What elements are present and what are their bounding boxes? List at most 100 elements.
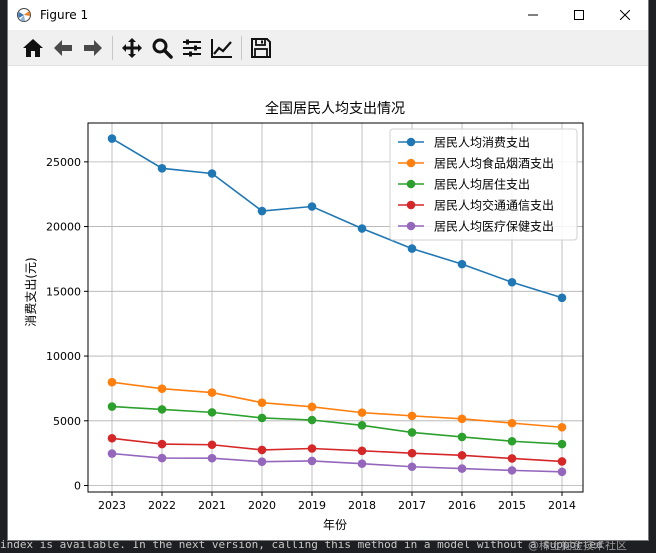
series-line: [111, 437, 563, 463]
data-point: [407, 462, 417, 472]
y-axis-label: 消费支出(元): [24, 257, 38, 326]
data-point: [207, 388, 217, 397]
x-tick-label: 2015: [498, 499, 526, 512]
data-point: [257, 398, 267, 407]
series-line: [111, 137, 563, 299]
data-point: [507, 277, 517, 287]
maximize-icon: [574, 10, 584, 20]
data-point: [357, 408, 367, 417]
matplotlib-app-icon: [17, 8, 31, 22]
figure-canvas[interactable]: 全国居民人均支出情况 2023 2022 2021 2020 2019 2018 2017 2…: [8, 66, 648, 540]
series-layer: [107, 134, 567, 477]
y-tick-label: 10000: [46, 350, 81, 363]
legend-entry: 居民人均食品烟酒支出: [398, 156, 554, 171]
x-tick-label: 2021: [198, 499, 226, 512]
y-tick-label: 15000: [46, 285, 81, 298]
data-point: [407, 428, 417, 437]
data-point: [457, 432, 467, 442]
subplots-button[interactable]: [177, 33, 207, 63]
data-point: [457, 451, 467, 460]
legend-entry: 居民人均医疗保健支出: [398, 220, 554, 234]
series: [107, 377, 567, 432]
data-point: [457, 259, 467, 269]
data-point: [407, 244, 417, 253]
edit-axis-icon: [211, 38, 232, 58]
data-point: [257, 445, 267, 455]
data-point: [457, 414, 467, 424]
axes: 2023 2022 2021 2020 2019 2018 2017 2016 2015 2014…: [46, 122, 584, 512]
window-title: Figure 1: [40, 8, 89, 22]
data-point: [107, 377, 117, 387]
legend-marker: [406, 179, 416, 189]
legend-entry: 居民人均交通通信支出: [398, 198, 554, 213]
data-point: [557, 457, 567, 466]
data-point: [207, 440, 217, 450]
legend-label: 居民人均居住支出: [434, 178, 530, 192]
legend-marker: [406, 137, 416, 147]
forward-button[interactable]: [78, 33, 108, 63]
save-icon: [251, 37, 271, 58]
data-point: [257, 413, 267, 423]
legend-label: 居民人均交通通信支出: [434, 198, 554, 213]
legend-label: 居民人均食品烟酒支出: [434, 156, 554, 171]
background-console-text: index is available. In the next version,…: [0, 538, 603, 551]
y-tick-label: 20000: [46, 221, 81, 234]
data-point: [257, 206, 267, 216]
close-icon: [620, 10, 630, 20]
save-button[interactable]: [246, 33, 276, 63]
x-tick-label: 2014: [548, 499, 576, 512]
data-point: [357, 224, 367, 233]
axes-frame: [87, 122, 584, 493]
pan-icon: [122, 37, 142, 58]
data-point: [357, 421, 367, 430]
x-tick-label: 2019: [298, 499, 326, 512]
data-point: [457, 464, 467, 473]
data-point: [557, 467, 567, 477]
series: [107, 402, 567, 449]
data-point: [307, 415, 317, 425]
legend-label: 居民人均消费支出: [434, 136, 530, 150]
legend-label: 居民人均医疗保健支出: [434, 220, 554, 234]
series: [107, 449, 567, 477]
data-point: [307, 456, 317, 466]
minimize-button[interactable]: [510, 0, 556, 30]
customize-button[interactable]: [207, 33, 237, 63]
legend-entry: 居民人均消费支出: [398, 136, 530, 150]
x-tick-label: 2020: [248, 499, 276, 512]
maximize-button[interactable]: [556, 0, 602, 30]
y-tick-label: 25000: [46, 156, 81, 169]
subplots-icon: [183, 39, 201, 56]
legend: 居民人均消费支出居民人均食品烟酒支出居民人均居住支出居民人均交通通信支出居民人均…: [389, 128, 578, 241]
data-point: [307, 402, 317, 412]
data-point: [407, 448, 417, 458]
x-tick-label: 2023: [98, 499, 126, 512]
x-tick-label: 2016: [448, 499, 476, 512]
data-point: [357, 446, 367, 456]
data-point: [157, 453, 167, 463]
forward-arrow-icon: [84, 39, 102, 56]
data-point: [557, 293, 567, 303]
data-point: [557, 439, 567, 449]
minimize-icon: [528, 14, 538, 16]
watermark: @稀土掘金技术社区: [528, 539, 627, 552]
navigation-toolbar: [8, 30, 648, 66]
series-line: [111, 381, 563, 429]
data-point: [257, 457, 267, 467]
data-point: [507, 466, 517, 475]
series-line: [111, 452, 563, 473]
figure-window: Figure 1: [8, 0, 648, 540]
data-point: [157, 405, 167, 414]
data-point: [407, 411, 417, 421]
title-bar[interactable]: Figure 1: [8, 0, 648, 30]
line-chart[interactable]: 全国居民人均支出情况 2023 2022 2021 2020 2019 2018 2017 2…: [8, 66, 648, 540]
series-line: [111, 405, 563, 445]
toolbar-separator: [241, 35, 242, 60]
legend-marker: [406, 221, 416, 231]
x-tick-label: 2017: [398, 499, 426, 512]
zoom-button[interactable]: [147, 33, 177, 63]
close-button[interactable]: [602, 0, 648, 30]
back-button[interactable]: [48, 33, 78, 63]
data-point: [207, 453, 217, 463]
home-button[interactable]: [18, 33, 48, 63]
pan-button[interactable]: [117, 33, 147, 63]
